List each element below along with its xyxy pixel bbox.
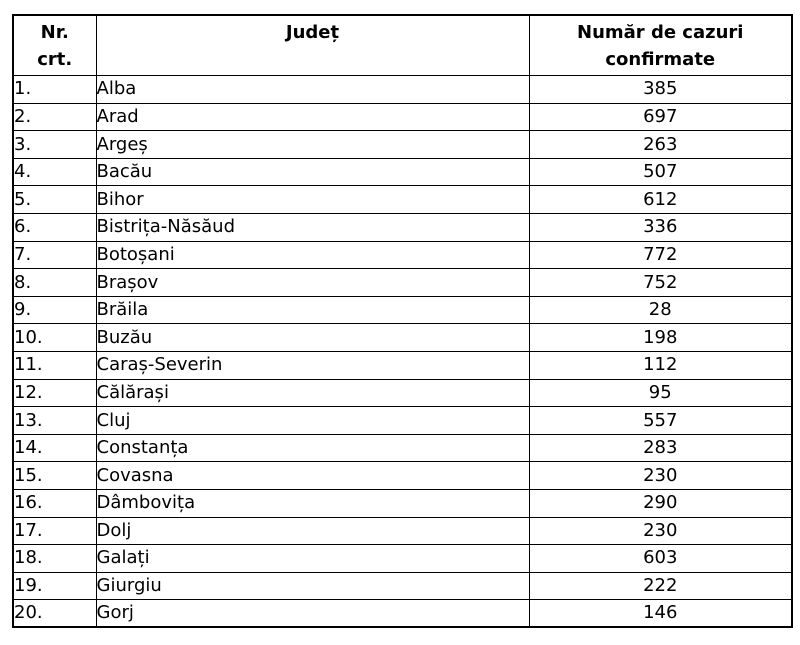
- row-number-cell: 3.: [12, 130, 97, 159]
- table-row: 1. Alba 385: [12, 75, 793, 104]
- county-name-cell: Galați: [95, 544, 530, 573]
- case-count-cell: 290: [528, 488, 793, 518]
- county-name-cell: Dolj: [95, 516, 530, 546]
- table-header: Nr. crt. Județ Număr de cazuri confirmat…: [12, 14, 793, 76]
- table-row: 17. Dolj 230: [12, 516, 793, 546]
- county-name-cell: Dâmbovița: [95, 488, 530, 518]
- case-count-cell: 557: [528, 406, 793, 435]
- table-row: 20. Gorj 146: [12, 599, 793, 628]
- row-number-cell: 12.: [12, 378, 97, 408]
- case-count-cell: 385: [528, 75, 793, 104]
- county-name-cell: Argeș: [95, 130, 530, 159]
- row-number-cell: 6.: [12, 212, 97, 242]
- column-header-numar-cazuri: Număr de cazuri confirmate: [528, 14, 793, 76]
- county-name-cell: Bistrița-Năsăud: [95, 212, 530, 242]
- table-row: 9. Brăila 28: [12, 295, 793, 325]
- row-number-cell: 17.: [12, 516, 97, 546]
- case-count-cell: 752: [528, 268, 793, 297]
- table-row: 14. Constanța 283: [12, 433, 793, 463]
- table-body: 1. Alba 385 2. Arad 697 3. Argeș 263 4. Bacău 507 5.…: [12, 75, 793, 628]
- table-row: 5. Bihor 612: [12, 185, 793, 214]
- case-count-cell: 772: [528, 240, 793, 270]
- table-row: 13. Cluj 557: [12, 406, 793, 435]
- confirmed-cases-table: Nr. crt. Județ Număr de cazuri confirmat…: [12, 14, 793, 629]
- county-name-cell: Caraș-Severin: [95, 350, 530, 380]
- row-number-cell: 20.: [12, 599, 97, 628]
- table-row: 11. Caraș-Severin 112: [12, 350, 793, 380]
- county-name-cell: Buzău: [95, 323, 530, 352]
- row-number-cell: 1.: [12, 75, 97, 104]
- county-name-cell: Gorj: [95, 599, 530, 628]
- row-number-cell: 16.: [12, 488, 97, 518]
- row-number-cell: 5.: [12, 185, 97, 214]
- row-number-cell: 9.: [12, 295, 97, 325]
- case-count-cell: 603: [528, 544, 793, 573]
- table-row: 18. Galați 603: [12, 544, 793, 573]
- county-name-cell: Brașov: [95, 268, 530, 297]
- table-row: 7. Botoșani 772: [12, 240, 793, 270]
- county-name-cell: Călărași: [95, 378, 530, 408]
- county-name-cell: Bihor: [95, 185, 530, 214]
- case-count-cell: 230: [528, 516, 793, 546]
- county-name-cell: Cluj: [95, 406, 530, 435]
- column-header-judet: Județ: [95, 14, 530, 76]
- case-count-cell: 95: [528, 378, 793, 408]
- county-name-cell: Covasna: [95, 461, 530, 490]
- county-name-cell: Arad: [95, 102, 530, 132]
- case-count-cell: 146: [528, 599, 793, 628]
- table-row: 2. Arad 697: [12, 102, 793, 132]
- table-row: 4. Bacău 507: [12, 157, 793, 187]
- table-row: 15. Covasna 230: [12, 461, 793, 490]
- cases-table-container: Nr. crt. Județ Număr de cazuri confirmat…: [12, 14, 793, 629]
- row-number-cell: 10.: [12, 323, 97, 352]
- case-count-cell: 28: [528, 295, 793, 325]
- county-name-cell: Constanța: [95, 433, 530, 463]
- county-name-cell: Giurgiu: [95, 571, 530, 601]
- table-row: 12. Călărași 95: [12, 378, 793, 408]
- case-count-cell: 283: [528, 433, 793, 463]
- case-count-cell: 112: [528, 350, 793, 380]
- row-number-cell: 18.: [12, 544, 97, 573]
- row-number-cell: 14.: [12, 433, 97, 463]
- table-row: 8. Brașov 752: [12, 268, 793, 297]
- case-count-cell: 612: [528, 185, 793, 214]
- table-row: 16. Dâmbovița 290: [12, 488, 793, 518]
- county-name-cell: Botoșani: [95, 240, 530, 270]
- case-count-cell: 263: [528, 130, 793, 159]
- table-row: 10. Buzău 198: [12, 323, 793, 352]
- case-count-cell: 230: [528, 461, 793, 490]
- row-number-cell: 19.: [12, 571, 97, 601]
- case-count-cell: 198: [528, 323, 793, 352]
- row-number-cell: 15.: [12, 461, 97, 490]
- case-count-cell: 507: [528, 157, 793, 187]
- county-name-cell: Bacău: [95, 157, 530, 187]
- row-number-cell: 4.: [12, 157, 97, 187]
- column-header-nr-crt: Nr. crt.: [12, 14, 97, 76]
- row-number-cell: 13.: [12, 406, 97, 435]
- case-count-cell: 336: [528, 212, 793, 242]
- county-name-cell: Brăila: [95, 295, 530, 325]
- table-row: 6. Bistrița-Năsăud 336: [12, 212, 793, 242]
- row-number-cell: 11.: [12, 350, 97, 380]
- table-row: 3. Argeș 263: [12, 130, 793, 159]
- county-name-cell: Alba: [95, 75, 530, 104]
- row-number-cell: 8.: [12, 268, 97, 297]
- row-number-cell: 7.: [12, 240, 97, 270]
- case-count-cell: 697: [528, 102, 793, 132]
- header-row: Nr. crt. Județ Număr de cazuri confirmat…: [12, 14, 793, 76]
- case-count-cell: 222: [528, 571, 793, 601]
- row-number-cell: 2.: [12, 102, 97, 132]
- table-row: 19. Giurgiu 222: [12, 571, 793, 601]
